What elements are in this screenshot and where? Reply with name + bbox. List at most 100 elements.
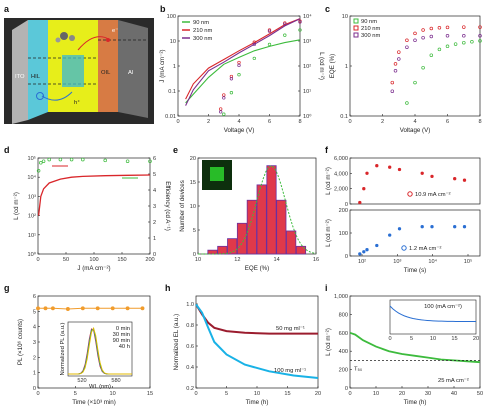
chart-f-xlabel: Time (s) xyxy=(404,267,426,274)
chart-g: 0 5 10 15 0 1 2 3 4 5 6 Time (×10³ min) PL (×10⁶ cou… xyxy=(17,294,153,406)
chart-g-pt-2 xyxy=(50,306,55,311)
chart-b-lum-1-1 xyxy=(222,93,226,97)
panel-a-schematic: ITO HIL OIL Al e⁻ h⁺ xyxy=(4,18,154,124)
chart-g-xlabel: Time (×10³ min) xyxy=(72,399,116,406)
chart-d-pt-eff-1 xyxy=(39,161,43,165)
chart-b-xtick-label-3: 6 xyxy=(268,119,271,125)
electron-label: e⁻ xyxy=(112,28,118,34)
chart-f-pt-red-1 xyxy=(362,187,366,191)
chart-c-pt-1-0 xyxy=(390,80,395,85)
chart-g-inset-legend-2: 90 min xyxy=(113,338,130,344)
chart-b-lum-0-2 xyxy=(237,73,241,77)
chart-d-pt-eff-8 xyxy=(125,159,130,163)
chart-c-pt-0-5 xyxy=(445,44,450,49)
chart-b-lum-2-3 xyxy=(237,63,241,68)
hole-label: h⁺ xyxy=(74,99,80,106)
chart-b-y2tick-label-4: 10⁴ xyxy=(303,13,312,20)
chart-h-xtick-label-0: 0 xyxy=(194,391,197,397)
panel-label-g: g xyxy=(4,283,10,293)
chart-e-bar-2 xyxy=(227,238,238,255)
al-layer xyxy=(118,20,148,118)
chart-f-pt-blue-4 xyxy=(388,233,392,237)
chart-d-pt-eff-9 xyxy=(148,159,152,163)
chart-i-ytick-label-2: 400 xyxy=(339,349,348,355)
chart-i-inset-xtick-4: 20 xyxy=(473,336,479,342)
chart-e-bar-4 xyxy=(246,199,257,255)
chart-d-y2tick-label-1: 1 xyxy=(153,236,156,242)
chart-b-lum-0-3 xyxy=(252,56,256,61)
chart-c-xtick-label-3: 6 xyxy=(446,119,449,125)
chart-c-xtick-label-2: 4 xyxy=(413,119,416,125)
chart-b-lum-2-0 xyxy=(219,110,223,114)
chart-c-pt-0-4 xyxy=(437,47,442,52)
chart-e-fit-curve xyxy=(197,165,317,255)
chart-e-bar-8 xyxy=(286,230,297,255)
chart-c-xlabel: Voltage (V) xyxy=(400,127,431,134)
chart-f-ytick-bottom-label-2: 200 xyxy=(339,208,348,214)
chart-e-xtick-label-3: 16 xyxy=(313,257,319,263)
chart-b-ytick-label-1: 0.1 xyxy=(168,89,176,95)
chart-f-legend-swatch-0 xyxy=(407,191,413,197)
panel-label-a: a xyxy=(4,4,10,14)
chart-i-inset-frame xyxy=(389,299,477,335)
chart-f-ytick-bottom-label-1: 100 xyxy=(339,231,348,237)
chart-f-pt-red-0 xyxy=(358,200,362,205)
chart-d-y2label: Efficiency (cd A⁻¹) xyxy=(164,181,171,231)
chart-h-xtick-label-1: 5 xyxy=(225,391,228,397)
chart-g-inset-legend-3: 40 h xyxy=(119,344,130,350)
chart-f-pt-red-4 xyxy=(388,165,392,169)
chart-d-pt-eff-0 xyxy=(36,169,41,173)
chart-f-pt-red-7 xyxy=(430,174,434,179)
chart-e-bar-9 xyxy=(295,245,307,255)
organic-molecule-icon-2 xyxy=(69,35,75,41)
chart-b-ytick-label-3: 10 xyxy=(170,39,176,45)
chart-e-xlabel: EQE (%) xyxy=(245,265,269,272)
hil-layer xyxy=(28,20,48,120)
chart-f-legend-swatch-1 xyxy=(401,245,407,251)
chart-f-pt-blue-9 xyxy=(462,225,467,229)
chart-d-pt-eff-6 xyxy=(81,157,85,162)
chart-b-lum-2-5 xyxy=(267,29,272,33)
chart-c-legend-2: 300 nm xyxy=(361,33,381,39)
chart-c-pt-2-9 xyxy=(478,34,482,38)
chart-f-ytick-bottom-label-0: 0 xyxy=(345,254,348,260)
chart-b-lum-2-6 xyxy=(283,22,287,26)
chart-e-bar-7 xyxy=(276,199,287,255)
chart-i-inset-label: 100 (mA cm⁻²) xyxy=(424,304,462,310)
chart-h-ytick-label-1: 0.4 xyxy=(186,365,194,371)
chart-c-pt-0-9 xyxy=(478,39,482,43)
chart-i-ylabel: L (cd m⁻²) xyxy=(325,328,332,356)
chart-b-legend-0: 90 nm xyxy=(193,20,209,26)
chart-i-xtick-label-2: 20 xyxy=(399,391,405,397)
chart-h-label-1: 100 mg ml⁻¹ xyxy=(274,368,306,374)
chart-h-ytick-label-3: 0.8 xyxy=(186,323,194,329)
chart-b-lum-1-3 xyxy=(237,60,241,65)
chart-b-ytick-label-4: 100 xyxy=(167,14,176,20)
electron-icon xyxy=(106,38,110,42)
chart-c-legend-swatch-0 xyxy=(353,18,359,24)
chart-f-pt-red-9 xyxy=(462,178,467,182)
chart-f-pt-blue-5 xyxy=(397,227,402,231)
chart-c-pt-1-8 xyxy=(445,25,450,30)
chart-d-ytick-label-1: 10¹ xyxy=(28,233,36,239)
chart-f-pt-red-5 xyxy=(397,167,402,172)
chart-i-t50-label: T₅₀ xyxy=(354,366,363,372)
chart-f-pt-red-8 xyxy=(453,177,457,181)
chart-c-pt-2-3 xyxy=(405,45,409,49)
chart-d-xtick-label-2: 100 xyxy=(89,257,98,263)
chart-i-frame xyxy=(349,295,481,389)
chart-b-lum-1-5 xyxy=(267,28,272,32)
chart-b-ytick-label-2: 1 xyxy=(173,64,176,70)
chart-e-bar-0 xyxy=(207,249,218,255)
chart-g-inset-legend-1: 30 min xyxy=(113,332,130,338)
chart-b-xlabel: Voltage (V) xyxy=(224,127,255,134)
chart-d: 0 50 100 150 200 10⁰ 10¹ 10² 10³ 10⁴ 10⁵ 0 1 2 3 4 5 6 J (… xyxy=(13,155,171,272)
chart-b-y2tick-label-3: 10³ xyxy=(303,39,311,45)
chart-f-pt-blue-8 xyxy=(453,225,457,229)
chart-i-inset-xtick-1: 5 xyxy=(410,336,413,342)
chart-c-pt-0-3 xyxy=(429,53,434,57)
chart-h-ylabel: Normalized EL (a.u.) xyxy=(173,314,180,371)
chart-d-ytick-label-0: 10⁰ xyxy=(28,251,37,258)
chart-f-xtick-label-3: 10⁵ xyxy=(464,258,473,265)
chart-c-ytick-label-0: 0.1 xyxy=(340,114,348,120)
